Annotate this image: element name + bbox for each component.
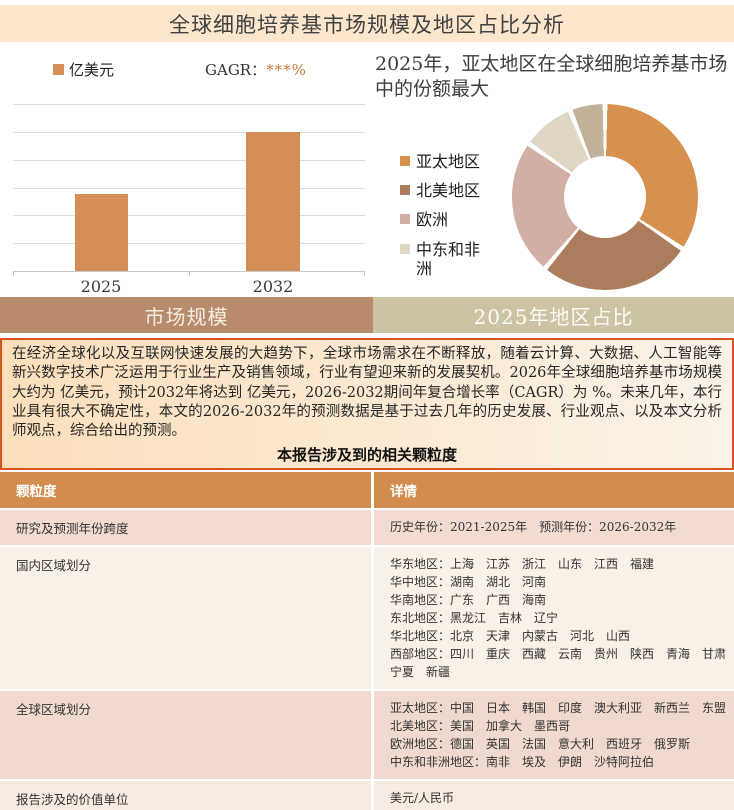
row-label: 报告涉及的价值单位 [0, 781, 371, 810]
table-row: 全球区域划分 亚太地区：中国 日本 韩国 印度 澳大利亚 新西兰 东盟 北美地区… [0, 691, 734, 780]
gridline [13, 187, 365, 189]
legend-label: 北美地区 [416, 181, 481, 201]
donut-chart [512, 104, 698, 290]
x-tick-label-2025: 2025 [80, 277, 122, 296]
bar-2032 [246, 132, 300, 271]
summary-paragraph: 在经济全球化以及互联网快速发展的大趋势下，全球市场需求在不断释放，随着云计算、大… [12, 346, 722, 440]
section-tabs: 市场规模 2025年地区占比 [0, 297, 734, 333]
legend-label: 欧洲 [416, 210, 449, 230]
donut-legend: 亚太地区 北美地区 欧洲 中东和非洲 [400, 152, 490, 288]
x-tick-label-2032: 2032 [252, 277, 294, 296]
summary-section: 在经济全球化以及互联网快速发展的大趋势下，全球市场需求在不断释放，随着云计算、大… [0, 338, 734, 471]
row-label: 研究及预测年份跨度 [0, 510, 371, 546]
gridline [13, 131, 365, 133]
axis-tick [189, 271, 190, 276]
cagr-label: GAGR： [205, 61, 267, 79]
legend-marker-apac-icon [400, 156, 410, 166]
legend-label: 亚太地区 [416, 152, 481, 171]
bar-legend-label: 亿美元 [69, 61, 115, 79]
gridline [13, 243, 365, 245]
gridline [13, 159, 365, 161]
charts-section: 亿美元 GAGR：***% 2025 2032 2025年，亚太地区在 [0, 47, 734, 297]
bar-legend-swatch-icon [53, 64, 64, 75]
bar-chart-legend: 亿美元 [53, 59, 114, 80]
table-header-row: 颗粒度 详情 [0, 472, 734, 509]
row-detail: 华东地区：上海 江苏 浙江 山东 江西 福建 华中地区：湖南 湖北 河南 华南地… [374, 547, 734, 690]
legend-item-mea: 中东和非洲 [400, 240, 490, 278]
page-title-bar: 全球细胞培养基市场规模及地区占比分析 [0, 5, 734, 42]
legend-marker-mea-icon [400, 243, 410, 254]
legend-item-europe: 欧洲 [400, 210, 490, 229]
column-header-granularity: 颗粒度 [0, 472, 371, 509]
donut-chart-panel: 2025年，亚太地区在全球细胞培养基市场中的份额最大 亚太地区 北美地区 欧洲 … [375, 52, 734, 297]
gridline [13, 104, 365, 105]
table-row: 国内区域划分 华东地区：上海 江苏 浙江 山东 江西 福建 华中地区：湖南 湖北… [0, 547, 734, 690]
tab-region-share-2025[interactable]: 2025年地区占比 [373, 297, 734, 333]
row-label: 国内区域划分 [0, 547, 371, 690]
bar-chart-panel: 亿美元 GAGR：***% 2025 2032 [13, 51, 365, 297]
column-header-detail: 详情 [374, 472, 734, 509]
row-detail: 亚太地区：中国 日本 韩国 印度 澳大利亚 新西兰 东盟 北美地区：美国 加拿大… [374, 691, 734, 780]
page-title: 全球细胞培养基市场规模及地区占比分析 [169, 12, 565, 37]
legend-marker-north-america-icon [400, 185, 410, 196]
tab-market-size[interactable]: 市场规模 [0, 297, 373, 333]
bar-2025 [75, 194, 128, 271]
granularity-heading: 本报告涉及到的相关颗粒度 [276, 446, 457, 465]
bar-plot-area [13, 104, 365, 276]
donut-chart-title: 2025年，亚太地区在全球细胞培养基市场中的份额最大 [375, 53, 728, 100]
table-row: 研究及预测年份跨度 历史年份：2021-2025年 预测年份：2026-2032… [0, 510, 734, 546]
legend-item-north-america: 北美地区 [400, 181, 490, 200]
row-label: 全球区域划分 [0, 691, 371, 780]
axis-tick [364, 271, 365, 276]
legend-item-apac: 亚太地区 [400, 152, 490, 171]
table-row: 报告涉及的价值单位 美元/人民币 [0, 781, 734, 810]
axis-tick [13, 271, 14, 276]
row-detail: 历史年份：2021-2025年 预测年份：2026-2032年 [374, 510, 734, 546]
legend-label: 中东和非洲 [416, 239, 481, 278]
row-detail: 美元/人民币 [374, 781, 734, 810]
cagr-value: ***% [266, 61, 307, 79]
gridline [13, 215, 365, 217]
cagr-annotation: GAGR：***% [205, 59, 307, 80]
granularity-table: 颗粒度 详情 研究及预测年份跨度 历史年份：2021-2025年 预测年份：20… [0, 472, 734, 810]
legend-marker-europe-icon [400, 214, 410, 225]
